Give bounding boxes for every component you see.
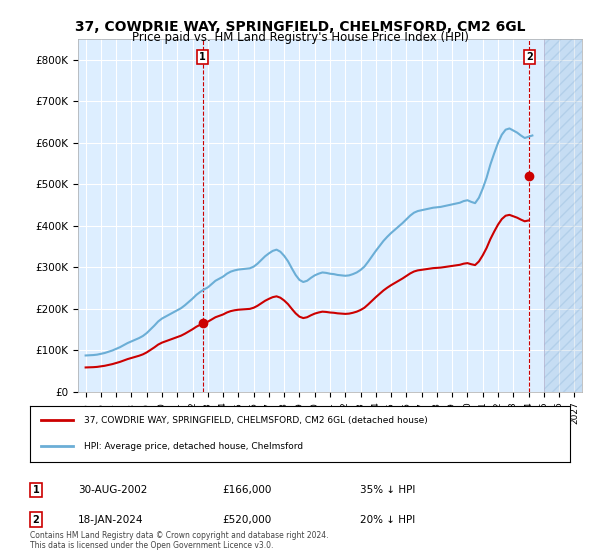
Text: 18-JAN-2024: 18-JAN-2024 [78, 515, 143, 525]
Text: £166,000: £166,000 [222, 485, 271, 495]
Text: 37, COWDRIE WAY, SPRINGFIELD, CHELMSFORD, CM2 6GL (detached house): 37, COWDRIE WAY, SPRINGFIELD, CHELMSFORD… [84, 416, 428, 424]
Text: Price paid vs. HM Land Registry's House Price Index (HPI): Price paid vs. HM Land Registry's House … [131, 31, 469, 44]
Text: 1: 1 [199, 52, 206, 62]
Text: 1: 1 [32, 485, 40, 495]
Text: 37, COWDRIE WAY, SPRINGFIELD, CHELMSFORD, CM2 6GL: 37, COWDRIE WAY, SPRINGFIELD, CHELMSFORD… [75, 20, 525, 34]
Text: 2: 2 [32, 515, 40, 525]
Text: 2: 2 [526, 52, 533, 62]
Text: £520,000: £520,000 [222, 515, 271, 525]
Text: 20% ↓ HPI: 20% ↓ HPI [360, 515, 415, 525]
Text: 35% ↓ HPI: 35% ↓ HPI [360, 485, 415, 495]
Text: 30-AUG-2002: 30-AUG-2002 [78, 485, 148, 495]
Text: HPI: Average price, detached house, Chelmsford: HPI: Average price, detached house, Chel… [84, 442, 303, 451]
Text: Contains HM Land Registry data © Crown copyright and database right 2024.
This d: Contains HM Land Registry data © Crown c… [30, 530, 329, 550]
